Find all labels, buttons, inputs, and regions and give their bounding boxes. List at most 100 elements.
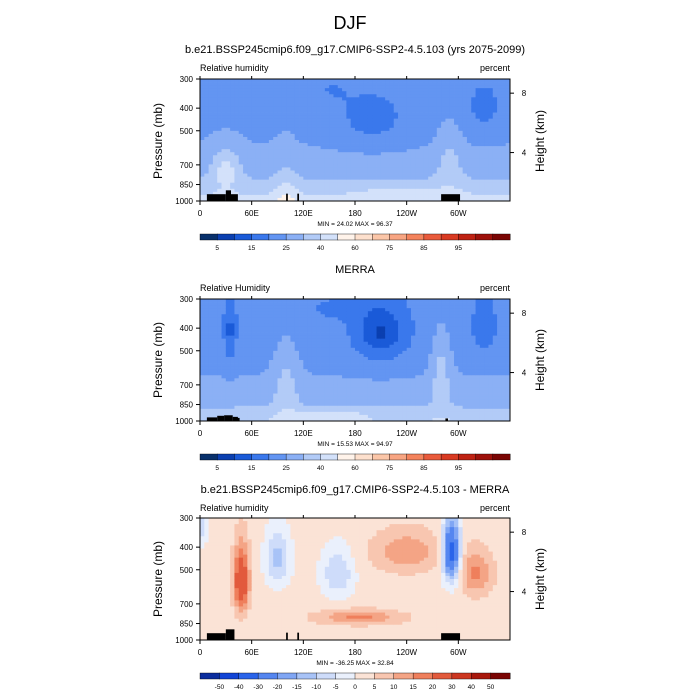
contour-cell	[441, 185, 446, 190]
contour-cell	[497, 88, 502, 92]
contour-cell	[423, 94, 429, 98]
contour-cell	[449, 130, 455, 135]
contour-cell	[204, 85, 210, 89]
contour-cell	[268, 326, 274, 330]
contour-cell	[389, 106, 395, 110]
contour-cell	[432, 194, 438, 199]
contour-cell	[385, 360, 390, 364]
contour-cell	[329, 179, 334, 184]
contour-cell	[225, 375, 231, 379]
contour-cell	[221, 320, 227, 324]
contour-cell	[234, 88, 240, 92]
contour-cell	[234, 167, 240, 171]
contour-cell	[200, 167, 205, 171]
contour-cell	[273, 140, 278, 144]
contour-cell	[367, 384, 373, 388]
contour-cell	[255, 167, 261, 171]
contour-cell	[501, 158, 507, 162]
contour-cell	[247, 100, 253, 104]
contour-cell	[342, 136, 347, 141]
y-tick-label: 300	[180, 75, 194, 84]
contour-cell	[329, 170, 334, 174]
contour-cell	[406, 396, 412, 401]
contour-cell	[458, 124, 464, 129]
contour-cell	[376, 375, 382, 379]
contour-cell	[406, 338, 412, 343]
contour-cell	[251, 375, 257, 379]
contour-cell	[286, 164, 291, 168]
contour-cell	[432, 127, 438, 132]
contour-cell	[238, 179, 244, 184]
contour-cell	[221, 91, 227, 95]
contour-cell	[389, 158, 395, 162]
contour-cell	[303, 103, 309, 107]
contour-cell	[380, 314, 386, 318]
contour-cell	[243, 136, 248, 141]
contour-cell	[402, 94, 408, 98]
contour-cell	[376, 130, 382, 135]
contour-cell	[217, 308, 222, 312]
contour-cell	[208, 378, 214, 382]
contour-cell	[402, 133, 408, 138]
contour-cell	[264, 146, 270, 150]
contour-cell	[436, 179, 442, 184]
contour-cell	[393, 130, 399, 135]
contour-cell	[238, 393, 244, 397]
contour-cell	[217, 311, 222, 315]
contour-cell	[281, 88, 287, 92]
contour-cell	[342, 176, 347, 181]
contour-cell	[393, 94, 399, 98]
contour-cell	[200, 329, 205, 333]
contour-cell	[290, 314, 296, 318]
contour-cell	[363, 363, 369, 367]
contour-cell	[243, 155, 248, 159]
contour-cell	[415, 387, 420, 391]
contour-cell	[454, 88, 459, 92]
contour-cell	[367, 158, 373, 162]
contour-cell	[406, 82, 412, 86]
contour-cell	[337, 91, 343, 95]
contour-cell	[273, 136, 278, 141]
contour-cell	[264, 378, 270, 382]
contour-cell	[243, 369, 248, 373]
contour-cell	[436, 121, 442, 126]
contour-cell	[475, 79, 481, 83]
contour-cell	[367, 335, 373, 340]
contour-cell	[346, 143, 352, 147]
contour-cell	[380, 143, 386, 147]
contour-cell	[449, 91, 455, 95]
contour-cell	[363, 384, 369, 388]
contour-cell	[329, 378, 334, 382]
contour-cell	[432, 133, 438, 138]
contour-cell	[251, 308, 257, 312]
contour-cell	[441, 115, 446, 120]
contour-cell	[281, 311, 287, 315]
contour-cell	[221, 85, 227, 89]
contour-cell	[208, 405, 214, 410]
contour-cell	[268, 161, 274, 165]
contour-cell	[230, 402, 235, 407]
contour-cell	[419, 158, 425, 162]
contour-cell	[238, 161, 244, 165]
contour-cell	[432, 176, 438, 181]
contour-cell	[333, 188, 339, 193]
contour-cell	[221, 323, 227, 327]
contour-cell	[311, 360, 317, 364]
contour-cell	[449, 88, 455, 92]
contour-cell	[260, 112, 265, 116]
contour-cell	[372, 197, 377, 201]
contour-cell	[307, 188, 313, 193]
contour-cell	[260, 173, 265, 177]
contour-cell	[398, 112, 403, 116]
contour-cell	[290, 335, 296, 340]
contour-cell	[406, 88, 412, 92]
contour-cell	[423, 97, 429, 101]
contour-cell	[273, 323, 278, 327]
contour-cell	[311, 100, 317, 104]
contour-cell	[505, 79, 510, 83]
contour-cell	[286, 146, 291, 150]
contour-cell	[359, 399, 365, 404]
contour-cell	[243, 118, 248, 123]
contour-cell	[299, 97, 304, 101]
contour-cell	[320, 136, 326, 141]
